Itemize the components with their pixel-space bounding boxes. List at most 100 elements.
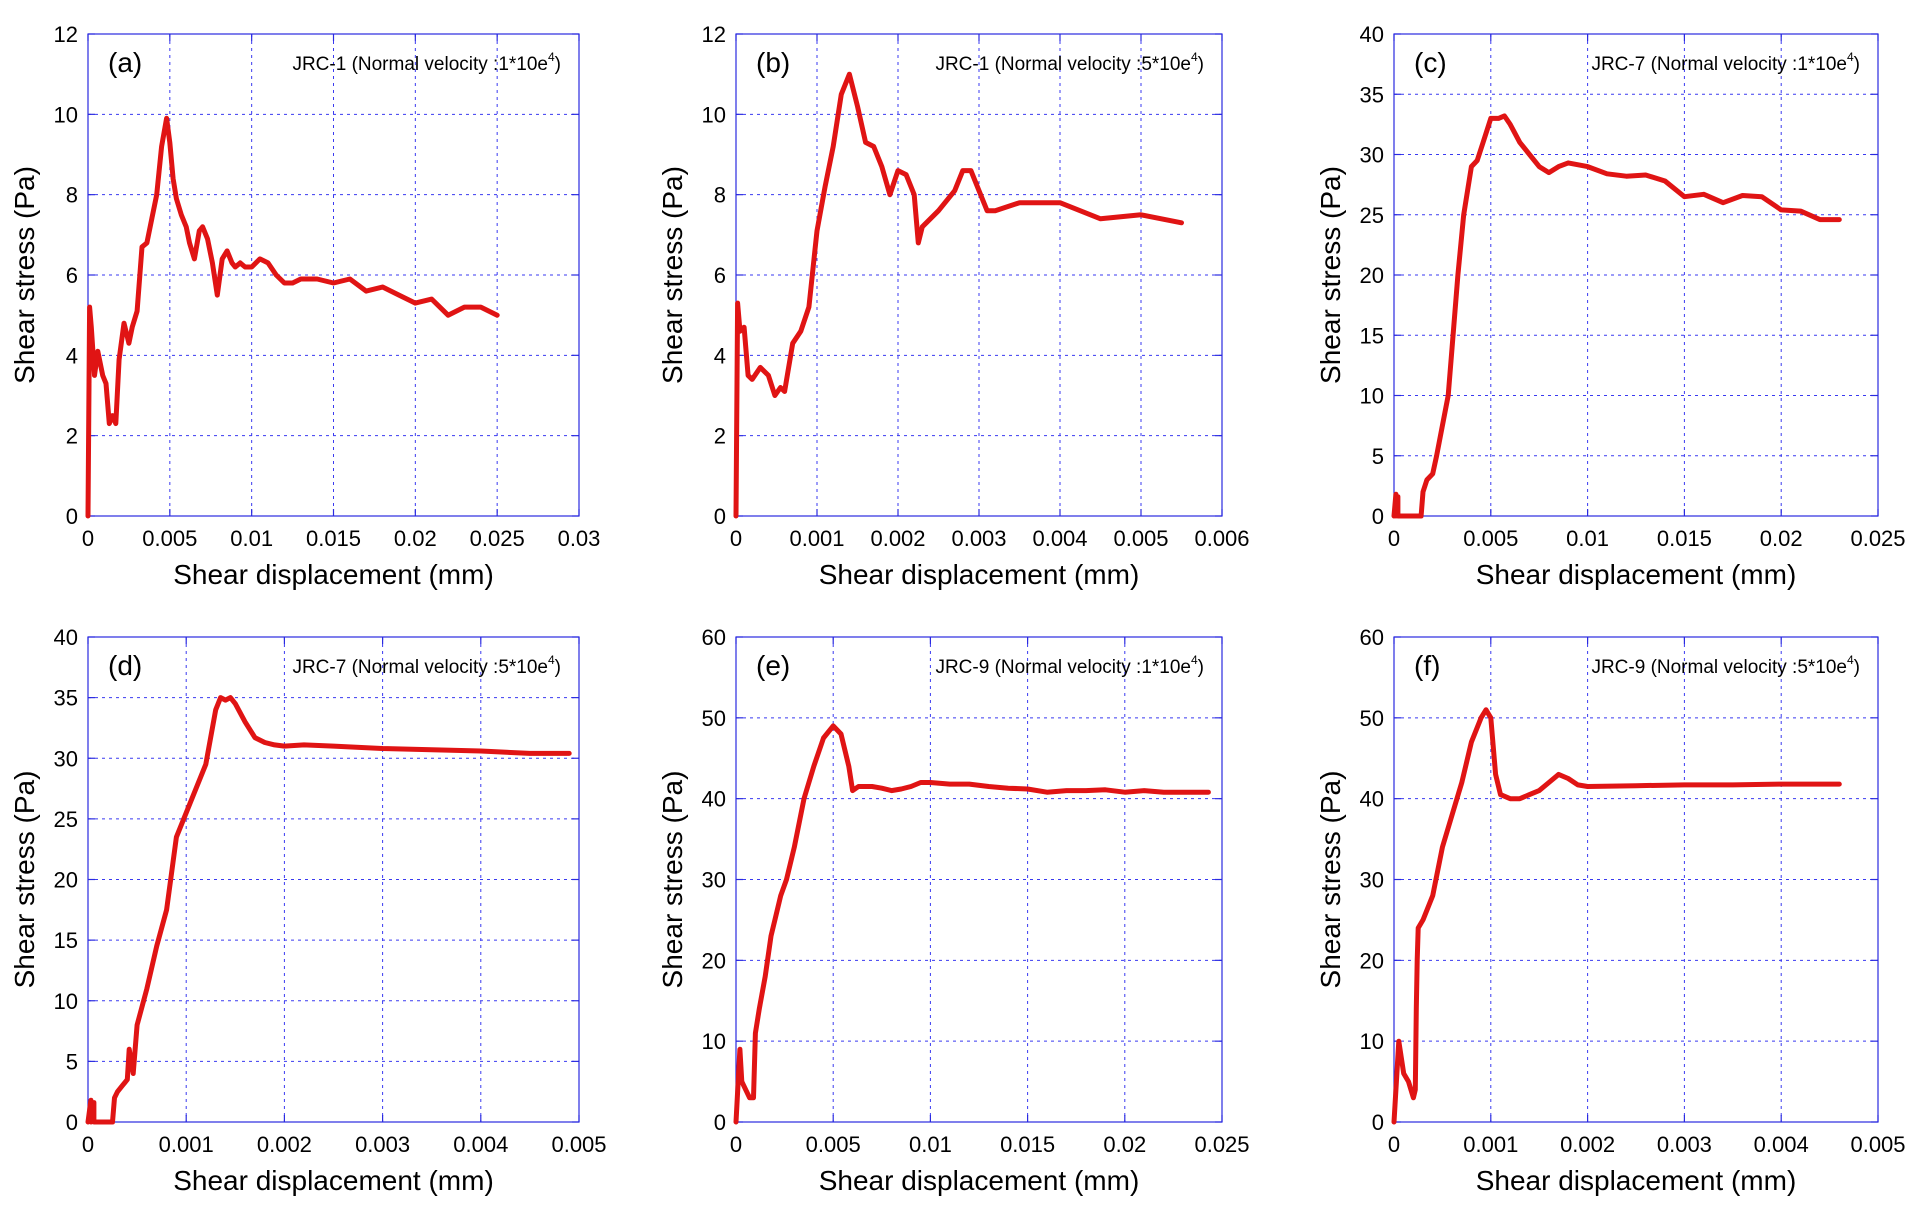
y-tick-label: 0 [714,504,726,529]
condition-annotation: JRC-1 (Normal velocity :1*10e4) [292,50,561,75]
x-axis-title: Shear displacement (mm) [819,1165,1140,1196]
x-tick-label: 0.005 [1850,1132,1905,1157]
y-tick-label: 4 [714,343,726,368]
y-tick-label: 60 [702,625,726,650]
x-tick-label: 0.005 [806,1132,861,1157]
y-tick-label: 6 [66,263,78,288]
annotation-suffix: ) [1198,657,1204,678]
panel-label: (e) [756,650,790,681]
y-tick-label: 20 [1360,948,1384,973]
x-tick-label: 0.015 [306,526,361,551]
y-tick-label: 5 [66,1049,78,1074]
y-tick-label: 30 [1360,143,1384,168]
series-line-0 [85,695,572,1125]
x-tick-label: 0.03 [558,526,601,551]
y-tick-label: 10 [54,989,78,1014]
y-tick-label: 20 [702,948,726,973]
y-tick-label: 0 [66,1110,78,1135]
y-tick-label: 10 [1360,384,1384,409]
y-tick-label: 0 [714,1110,726,1135]
y-axis-title: Shear stress (Pa) [9,166,40,384]
x-tick-label: 0 [82,1132,94,1157]
annotation-suffix: ) [1198,54,1204,75]
y-tick-label: 8 [66,183,78,208]
x-tick-label: 0.005 [551,1132,606,1157]
x-tick-label: 0.004 [1754,1132,1809,1157]
y-tick-label: 25 [54,807,78,832]
y-tick-label: 10 [702,1029,726,1054]
chart-panel-a: 0 0.005 0.01 0.015 0.02 0.025 0.03 0 2 4 6 8 10 12 She… [9,22,600,590]
y-axis-title: Shear stress (Pa) [1315,771,1346,989]
annotation-superscript: 4 [1847,50,1854,64]
y-axis-title: Shear stress (Pa) [657,166,688,384]
y-tick-label: 2 [714,424,726,449]
x-tick-label: 0.025 [470,526,525,551]
series-line-0 [1391,113,1842,519]
annotation-suffix: ) [1854,657,1860,678]
y-axis-title: Shear stress (Pa) [657,771,688,989]
y-tick-label: 2 [66,424,78,449]
x-tick-label: 0.001 [159,1132,214,1157]
x-tick-label: 0 [1388,1132,1400,1157]
x-tick-label: 0.015 [1657,526,1712,551]
y-tick-label: 40 [1360,22,1384,47]
series-line-0 [733,71,1184,519]
x-tick-label: 0 [730,1132,742,1157]
chart-panel-c: 0 0.005 0.01 0.015 0.02 0.025 0 5 10 15 20 25 30 35 40… [1315,22,1906,590]
x-tick-label: 0.01 [1566,526,1609,551]
x-tick-label: 0.006 [1194,526,1249,551]
annotation-superscript: 4 [548,50,555,64]
y-tick-label: 15 [1360,323,1384,348]
y-tick-label: 50 [702,706,726,731]
y-tick-label: 20 [1360,263,1384,288]
x-tick-label: 0.002 [1560,1132,1615,1157]
x-tick-label: 0.01 [230,526,273,551]
x-tick-label: 0 [1388,526,1400,551]
panel-label: (d) [108,650,142,681]
annotation-suffix: ) [1854,54,1860,75]
condition-annotation: JRC-1 (Normal velocity :5*10e4) [935,50,1204,75]
y-tick-label: 5 [1372,444,1384,469]
annotation-superscript: 4 [1847,653,1854,667]
annotation-prefix: JRC-7 (Normal velocity :1*10e [1591,54,1847,75]
y-tick-label: 4 [66,343,78,368]
y-tick-label: 60 [1360,625,1384,650]
chart-panel-d: 0 0.001 0.002 0.003 0.004 0.005 0 5 10 15 20 25 30 35… [9,625,607,1196]
x-tick-label: 0.02 [1103,1132,1146,1157]
x-tick-label: 0.02 [394,526,437,551]
panel-label: (f) [1414,650,1440,681]
x-tick-label: 0.01 [909,1132,952,1157]
y-axis-title: Shear stress (Pa) [9,771,40,989]
y-tick-label: 35 [1360,82,1384,107]
y-tick-label: 10 [702,102,726,127]
y-tick-label: 40 [702,787,726,812]
x-tick-label: 0.003 [951,526,1006,551]
x-tick-label: 0.004 [1032,526,1087,551]
condition-annotation: JRC-9 (Normal velocity :1*10e4) [935,653,1204,678]
series-line-0 [1391,707,1842,1125]
annotation-prefix: JRC-1 (Normal velocity :5*10e [935,54,1191,75]
y-tick-label: 40 [1360,787,1384,812]
y-tick-label: 6 [714,263,726,288]
y-tick-label: 30 [1360,868,1384,893]
series-line-0 [733,723,1211,1125]
y-tick-label: 8 [714,183,726,208]
x-tick-label: 0.003 [1657,1132,1712,1157]
series-line-0 [85,115,500,519]
y-tick-label: 0 [66,504,78,529]
condition-annotation: JRC-7 (Normal velocity :1*10e4) [1591,50,1860,75]
x-tick-label: 0.02 [1760,526,1803,551]
condition-annotation: JRC-7 (Normal velocity :5*10e4) [292,653,561,678]
y-axis-title: Shear stress (Pa) [1315,166,1346,384]
annotation-prefix: JRC-9 (Normal velocity :5*10e [1591,657,1847,678]
annotation-prefix: JRC-7 (Normal velocity :5*10e [292,657,548,678]
y-tick-label: 12 [702,22,726,47]
condition-annotation: JRC-9 (Normal velocity :5*10e4) [1591,653,1860,678]
y-tick-label: 0 [1372,504,1384,529]
x-tick-label: 0.001 [789,526,844,551]
y-tick-label: 0 [1372,1110,1384,1135]
annotation-prefix: JRC-1 (Normal velocity :1*10e [292,54,548,75]
y-tick-label: 25 [1360,203,1384,228]
x-axis-title: Shear displacement (mm) [1476,1165,1797,1196]
